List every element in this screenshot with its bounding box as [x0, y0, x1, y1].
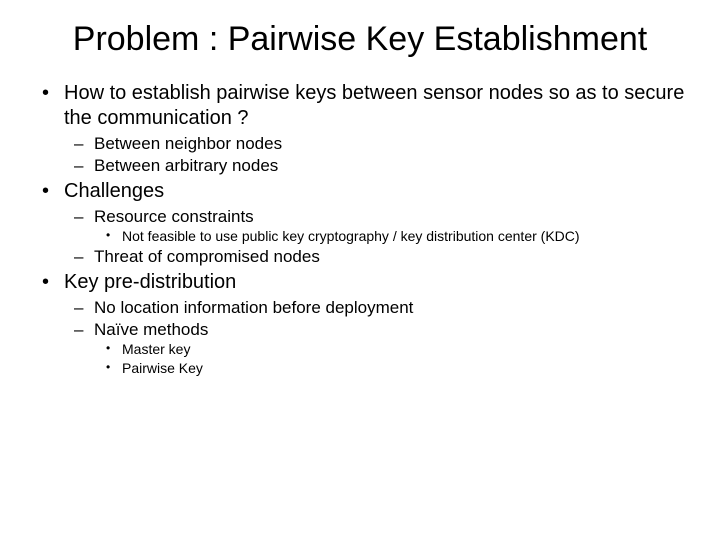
list-item: Between arbitrary nodes [64, 155, 690, 176]
list-item-text: Key pre-distribution [64, 271, 236, 293]
list-item-text: Not feasible to use public key cryptogra… [122, 228, 580, 244]
list-item-text: Between neighbor nodes [94, 134, 282, 153]
bullet-list: How to establish pairwise keys between s… [30, 81, 690, 377]
sub-list: No location information before deploymen… [64, 297, 690, 378]
list-item: Master key [94, 341, 690, 359]
slide-title: Problem : Pairwise Key Establishment [30, 20, 690, 59]
list-item: How to establish pairwise keys between s… [30, 81, 690, 177]
list-item-text: Resource constraints [94, 207, 254, 226]
sub-sub-list: Master key Pairwise Key [94, 341, 690, 377]
list-item-text: Challenges [64, 180, 164, 202]
list-item-text: Naïve methods [94, 320, 208, 339]
list-item: Resource constraints Not feasible to use… [64, 206, 690, 246]
sub-sub-list: Not feasible to use public key cryptogra… [94, 228, 690, 246]
list-item: Pairwise Key [94, 360, 690, 378]
list-item-text: Master key [122, 341, 190, 357]
list-item: Challenges Resource constraints Not feas… [30, 179, 690, 268]
list-item: No location information before deploymen… [64, 297, 690, 318]
list-item-text: Between arbitrary nodes [94, 156, 278, 175]
list-item: Key pre-distribution No location informa… [30, 270, 690, 378]
sub-list: Between neighbor nodes Between arbitrary… [64, 133, 690, 177]
list-item: Not feasible to use public key cryptogra… [94, 228, 690, 246]
list-item-text: Pairwise Key [122, 360, 203, 376]
list-item: Threat of compromised nodes [64, 246, 690, 267]
list-item-text: How to establish pairwise keys between s… [64, 82, 684, 129]
sub-list: Resource constraints Not feasible to use… [64, 206, 690, 268]
list-item-text: Threat of compromised nodes [94, 247, 320, 266]
list-item: Naïve methods Master key Pairwise Key [64, 319, 690, 377]
list-item: Between neighbor nodes [64, 133, 690, 154]
list-item-text: No location information before deploymen… [94, 298, 413, 317]
